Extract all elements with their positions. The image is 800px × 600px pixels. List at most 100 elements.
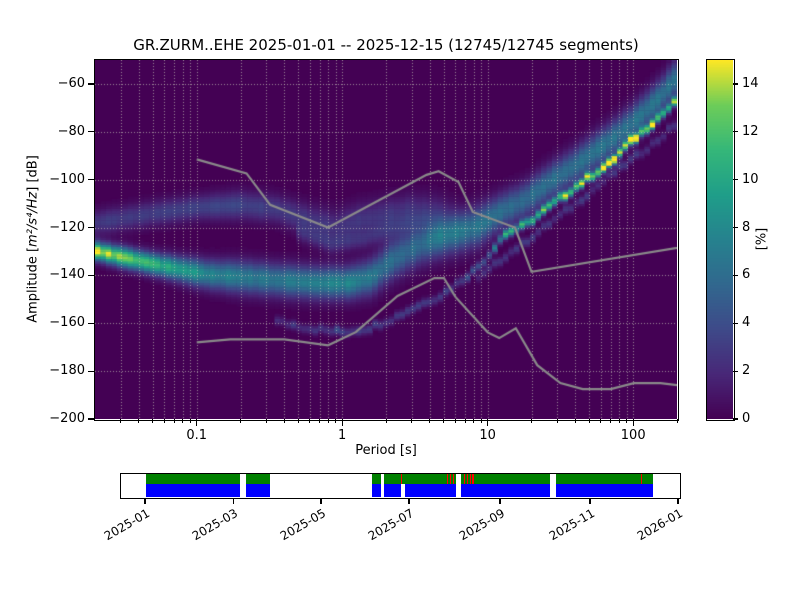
ppsd-heatmap xyxy=(95,60,677,419)
x-tick-mark xyxy=(341,419,343,426)
x-minor-tick-mark xyxy=(454,419,456,423)
y-tick-mark xyxy=(88,418,95,420)
x-minor-tick-mark xyxy=(283,419,285,423)
x-minor-tick-mark xyxy=(600,419,602,423)
colorbar-tick-mark xyxy=(733,179,738,181)
colorbar-tick-label: 0 xyxy=(742,411,751,426)
timeline-date-label: 2025-03 xyxy=(190,506,241,544)
timeline-tick-mark xyxy=(408,499,410,504)
x-minor-tick-mark xyxy=(152,419,154,423)
x-minor-tick-mark xyxy=(120,419,122,423)
colorbar-label: [%] xyxy=(754,227,770,251)
y-tick-label: −200 xyxy=(49,411,85,426)
x-tick-label: 100 xyxy=(620,428,646,443)
colorbar-tick-mark xyxy=(733,226,738,229)
x-minor-tick-mark xyxy=(626,419,628,423)
timeline-date-label: 2025-11 xyxy=(546,506,598,544)
colorbar-tick-label: 2 xyxy=(742,363,751,379)
timeline-gap-mark xyxy=(463,474,466,484)
timeline-used-segment xyxy=(371,484,381,498)
timeline-tick-mark xyxy=(144,499,146,504)
x-minor-tick-mark xyxy=(610,419,612,423)
colorbar-tick-label: 4 xyxy=(742,315,751,331)
y-tick-mark xyxy=(88,322,95,324)
timeline-gap-mark xyxy=(466,474,468,484)
x-minor-tick-mark xyxy=(173,419,175,423)
timeline-tick-mark xyxy=(677,499,679,504)
timeline-blue-gap xyxy=(401,484,405,498)
timeline-gap-mark xyxy=(400,474,403,484)
timeline-gap-mark xyxy=(469,474,472,484)
colorbar-tick-mark xyxy=(733,418,738,420)
x-tick-mark xyxy=(632,419,634,426)
x-minor-tick-mark xyxy=(265,419,267,423)
timeline-used-segment xyxy=(555,484,654,498)
y-tick-mark xyxy=(88,131,95,133)
colorbar-tick-mark xyxy=(733,131,738,133)
timeline-present-segment xyxy=(555,474,654,484)
x-minor-tick-mark xyxy=(240,419,241,423)
timeline-gap-mark xyxy=(640,474,643,484)
timeline-date-label: 2026-01 xyxy=(634,506,686,544)
y-tick-mark xyxy=(88,226,95,229)
colorbar-tick-label: 6 xyxy=(742,267,751,283)
timeline-present-segment xyxy=(371,474,381,484)
coverage-timeline xyxy=(120,473,681,499)
x-tick-mark xyxy=(487,419,489,426)
colorbar-tick-label: 10 xyxy=(742,171,759,187)
x-minor-tick-mark xyxy=(385,419,387,423)
timeline-gap-mark xyxy=(472,474,474,484)
y-tick-label: −60 xyxy=(57,75,85,91)
y-tick-label: −140 xyxy=(49,267,85,283)
y-tick-mark xyxy=(88,83,95,85)
colorbar-tick-label: 12 xyxy=(742,123,759,139)
timeline-gap-mark xyxy=(446,474,449,484)
x-tick-label: 1 xyxy=(338,428,347,443)
y-tick-mark xyxy=(88,179,95,181)
y-tick-label: −80 xyxy=(57,123,85,139)
y-tick-mark xyxy=(88,274,95,276)
x-minor-tick-mark xyxy=(189,419,191,423)
y-tick-mark xyxy=(88,370,95,372)
colorbar-tick-mark xyxy=(733,322,738,324)
x-minor-tick-mark xyxy=(588,419,590,423)
y-tick-label: −160 xyxy=(49,315,85,331)
x-minor-tick-mark xyxy=(480,419,482,423)
timeline-date-label: 2025-01 xyxy=(101,506,153,544)
timeline-used-segment xyxy=(461,484,550,498)
timeline-tick-mark xyxy=(589,499,591,504)
timeline-used-segment xyxy=(145,484,241,498)
colorbar-gradient xyxy=(707,60,733,419)
x-minor-tick-mark xyxy=(182,419,184,423)
x-minor-tick-mark xyxy=(163,419,165,423)
timeline-date-label: 2025-07 xyxy=(365,506,417,544)
timeline-used-segment xyxy=(246,484,271,498)
x-minor-tick-mark xyxy=(473,419,475,423)
timeline-present-segment xyxy=(383,474,456,484)
y-tick-label: −100 xyxy=(49,171,85,187)
timeline-gap-mark xyxy=(452,474,455,484)
timeline-tick-mark xyxy=(232,499,235,504)
timeline-tick-mark xyxy=(320,499,322,504)
timeline-present-segment xyxy=(145,474,241,484)
timeline-date-label: 2025-05 xyxy=(277,506,329,544)
x-minor-tick-mark xyxy=(429,419,431,423)
x-minor-tick-mark xyxy=(556,419,558,423)
x-minor-tick-mark xyxy=(531,419,532,423)
timeline-date-label: 2025-09 xyxy=(456,506,508,544)
x-minor-tick-mark xyxy=(574,419,576,423)
x-minor-tick-mark xyxy=(676,419,678,423)
timeline-used-segment xyxy=(383,484,456,498)
colorbar-tick-mark xyxy=(733,370,738,372)
x-minor-tick-mark xyxy=(464,419,466,423)
x-minor-tick-mark xyxy=(327,419,329,423)
timeline-present-segment xyxy=(461,474,550,484)
x-minor-tick-mark xyxy=(319,419,321,423)
x-minor-tick-mark xyxy=(309,419,311,423)
plot-title: GR.ZURM..EHE 2025-01-01 -- 2025-12-15 (1… xyxy=(133,36,639,54)
x-minor-tick-mark xyxy=(443,419,445,423)
timeline-present-segment xyxy=(246,474,271,484)
x-tick-mark xyxy=(196,419,198,426)
timeline-tick-mark xyxy=(499,499,501,504)
